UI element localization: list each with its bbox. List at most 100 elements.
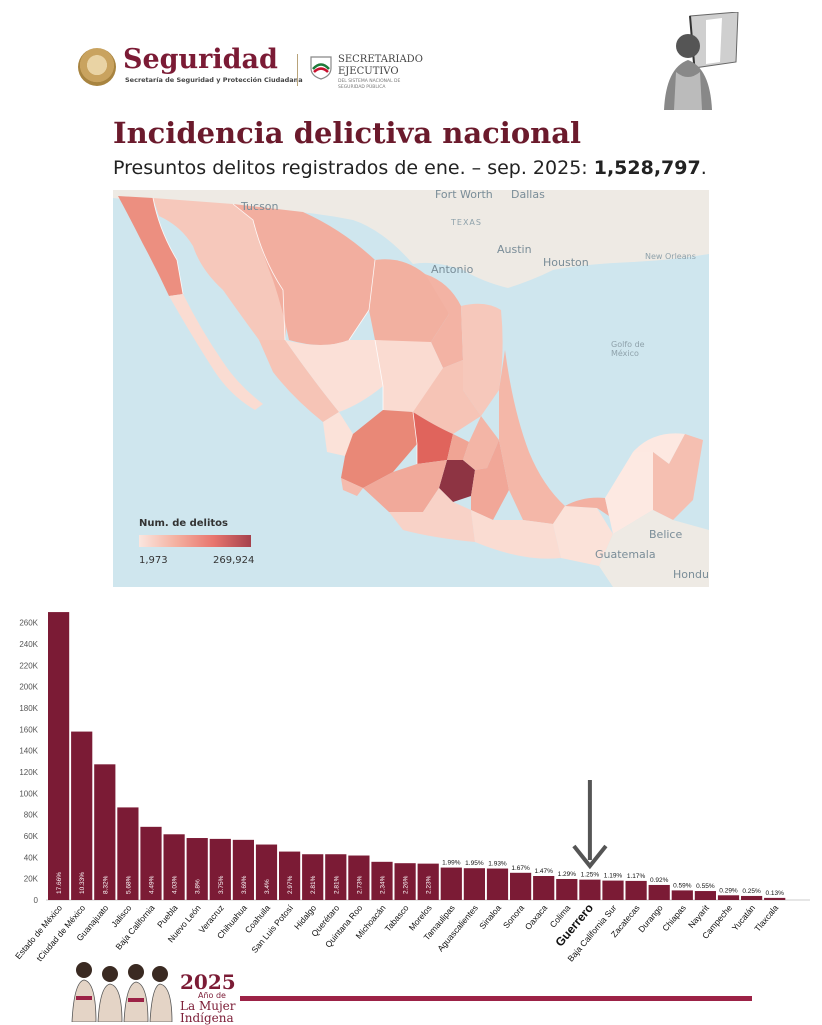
highlight-arrow-icon [572,780,608,870]
state-chiapas [553,506,613,566]
map-label-tucson: Tucson [241,200,279,213]
y-tick-label: 20K [24,875,39,884]
bar-value-label: 2.81% [310,875,317,894]
legend-title: Num. de delitos [139,518,229,529]
bar [510,872,532,900]
footer-year: 2025 [180,970,236,994]
bar [602,880,624,900]
bar-chart: 0 20K 40K 60K 80K 100K 120K 140K 160K 180K 200K 220… [0,598,822,964]
y-tick-label: 120K [19,768,38,777]
category-label: San Luis Potosí [249,902,295,955]
category-label: Chiapas [660,903,688,933]
bar [463,868,485,900]
bar-value-label: 2.26% [403,875,410,894]
bar [717,895,740,900]
map-label-golfo: Golfo de México [611,340,645,358]
state-campeche [605,452,653,534]
state-quintana-roo [653,434,703,520]
choropleth-map[interactable]: Tucson Fort Worth Dallas TEXAS Austin Ho… [113,190,709,587]
category-label: Tlaxcala [752,903,780,934]
bar-value-label: 3.75% [218,875,225,894]
bar-value-label: 4.03% [172,875,179,894]
y-tick-label: 240K [19,640,38,649]
state-michoacan [363,460,447,512]
bar-value-label: 2.97% [287,875,294,894]
state-tamaulipas [461,303,503,416]
bar [186,838,208,900]
bar-value-label: 8.32% [102,875,109,894]
secretariado-logo-icon [310,56,332,80]
bar [255,844,278,900]
bar [694,891,716,900]
bar-chart-svg: 0 20K 40K 60K 80K 100K 120K 140K 160K 180K 200K 220… [13,612,810,964]
header-divider [297,54,298,86]
footer-line1: Año de [198,991,226,1000]
y-tick-label: 40K [24,853,39,862]
state-coahuila [369,259,449,346]
brand-name: Seguridad [123,44,278,75]
bar-value-label: 2.34% [380,875,387,894]
bar [394,863,416,900]
footer-decorative-line [240,996,752,1001]
state-guanajuato [413,412,453,464]
map-label-belice: Belice [649,528,683,541]
bar-value-label: 0.25% [742,888,761,895]
bar [764,897,786,900]
footer-line2: La Mujer [180,999,236,1013]
state-yucatan [633,433,685,464]
bar [163,834,185,900]
bar [302,854,324,900]
brand-subtitle: Secretaría de Seguridad y Protección Ciu… [125,76,303,84]
state-guerrero [389,488,475,542]
page-subtitle: Presuntos delitos registrados de ene. – … [113,157,707,179]
bar-value-label: 2.81% [333,875,340,894]
bar [117,807,139,900]
map-label-texas: TEXAS [451,218,482,227]
state-nuevo-leon [425,274,463,368]
bar [232,839,254,900]
bar [486,868,509,900]
bar-value-label: 1.99% [442,860,461,867]
bar-value-label: 0.55% [696,883,715,890]
national-seal-icon [78,48,116,86]
state-nayarit [323,412,353,456]
bar-value-label: 2.23% [426,875,433,894]
bar [209,838,231,900]
secretariado-title-line2: EJECUTIVO [338,66,399,77]
bar [556,878,578,900]
y-tick-label: 0 [34,896,39,905]
map-label-houston: Houston [543,256,589,269]
bar [741,895,763,900]
bar-value-label: 0.29% [719,887,738,894]
bar [279,851,301,900]
legend-max-value: 269,924 [213,555,255,566]
state-jalisco [341,410,417,488]
bar-value-label: 3.4% [264,879,271,894]
y-tick-label: 180K [19,704,38,713]
y-tick-label: 140K [19,747,38,756]
bar [440,867,462,900]
y-tick-label: 200K [19,683,38,692]
bar-value-label: 1.25% [581,872,600,879]
y-tick-label: 260K [19,619,38,628]
y-tick-label: 100K [19,789,38,798]
state-durango [285,340,383,412]
y-tick-label: 60K [24,832,39,841]
legend-color-scale [139,535,251,547]
subtitle-total: 1,528,797 [593,157,701,179]
bar [94,764,116,900]
bar-value-label: 17.66% [56,872,63,894]
category-label: Tabasco [383,903,411,934]
bar-value-label: 0.59% [673,882,692,889]
central-america-land [599,510,709,587]
legend-min-value: 1,973 [139,555,168,566]
category-label: Sinaloa [477,903,503,931]
indigenous-women-illustration-icon [71,962,173,1022]
map-label-guatemala: Guatemala [595,548,656,561]
state-baja-california [118,196,183,296]
bar-value-label: 1.95% [465,860,484,867]
bar [533,876,555,900]
bar-value-label: 0.92% [650,877,669,884]
state-baja-california-sur [169,294,263,410]
bar [48,612,70,900]
